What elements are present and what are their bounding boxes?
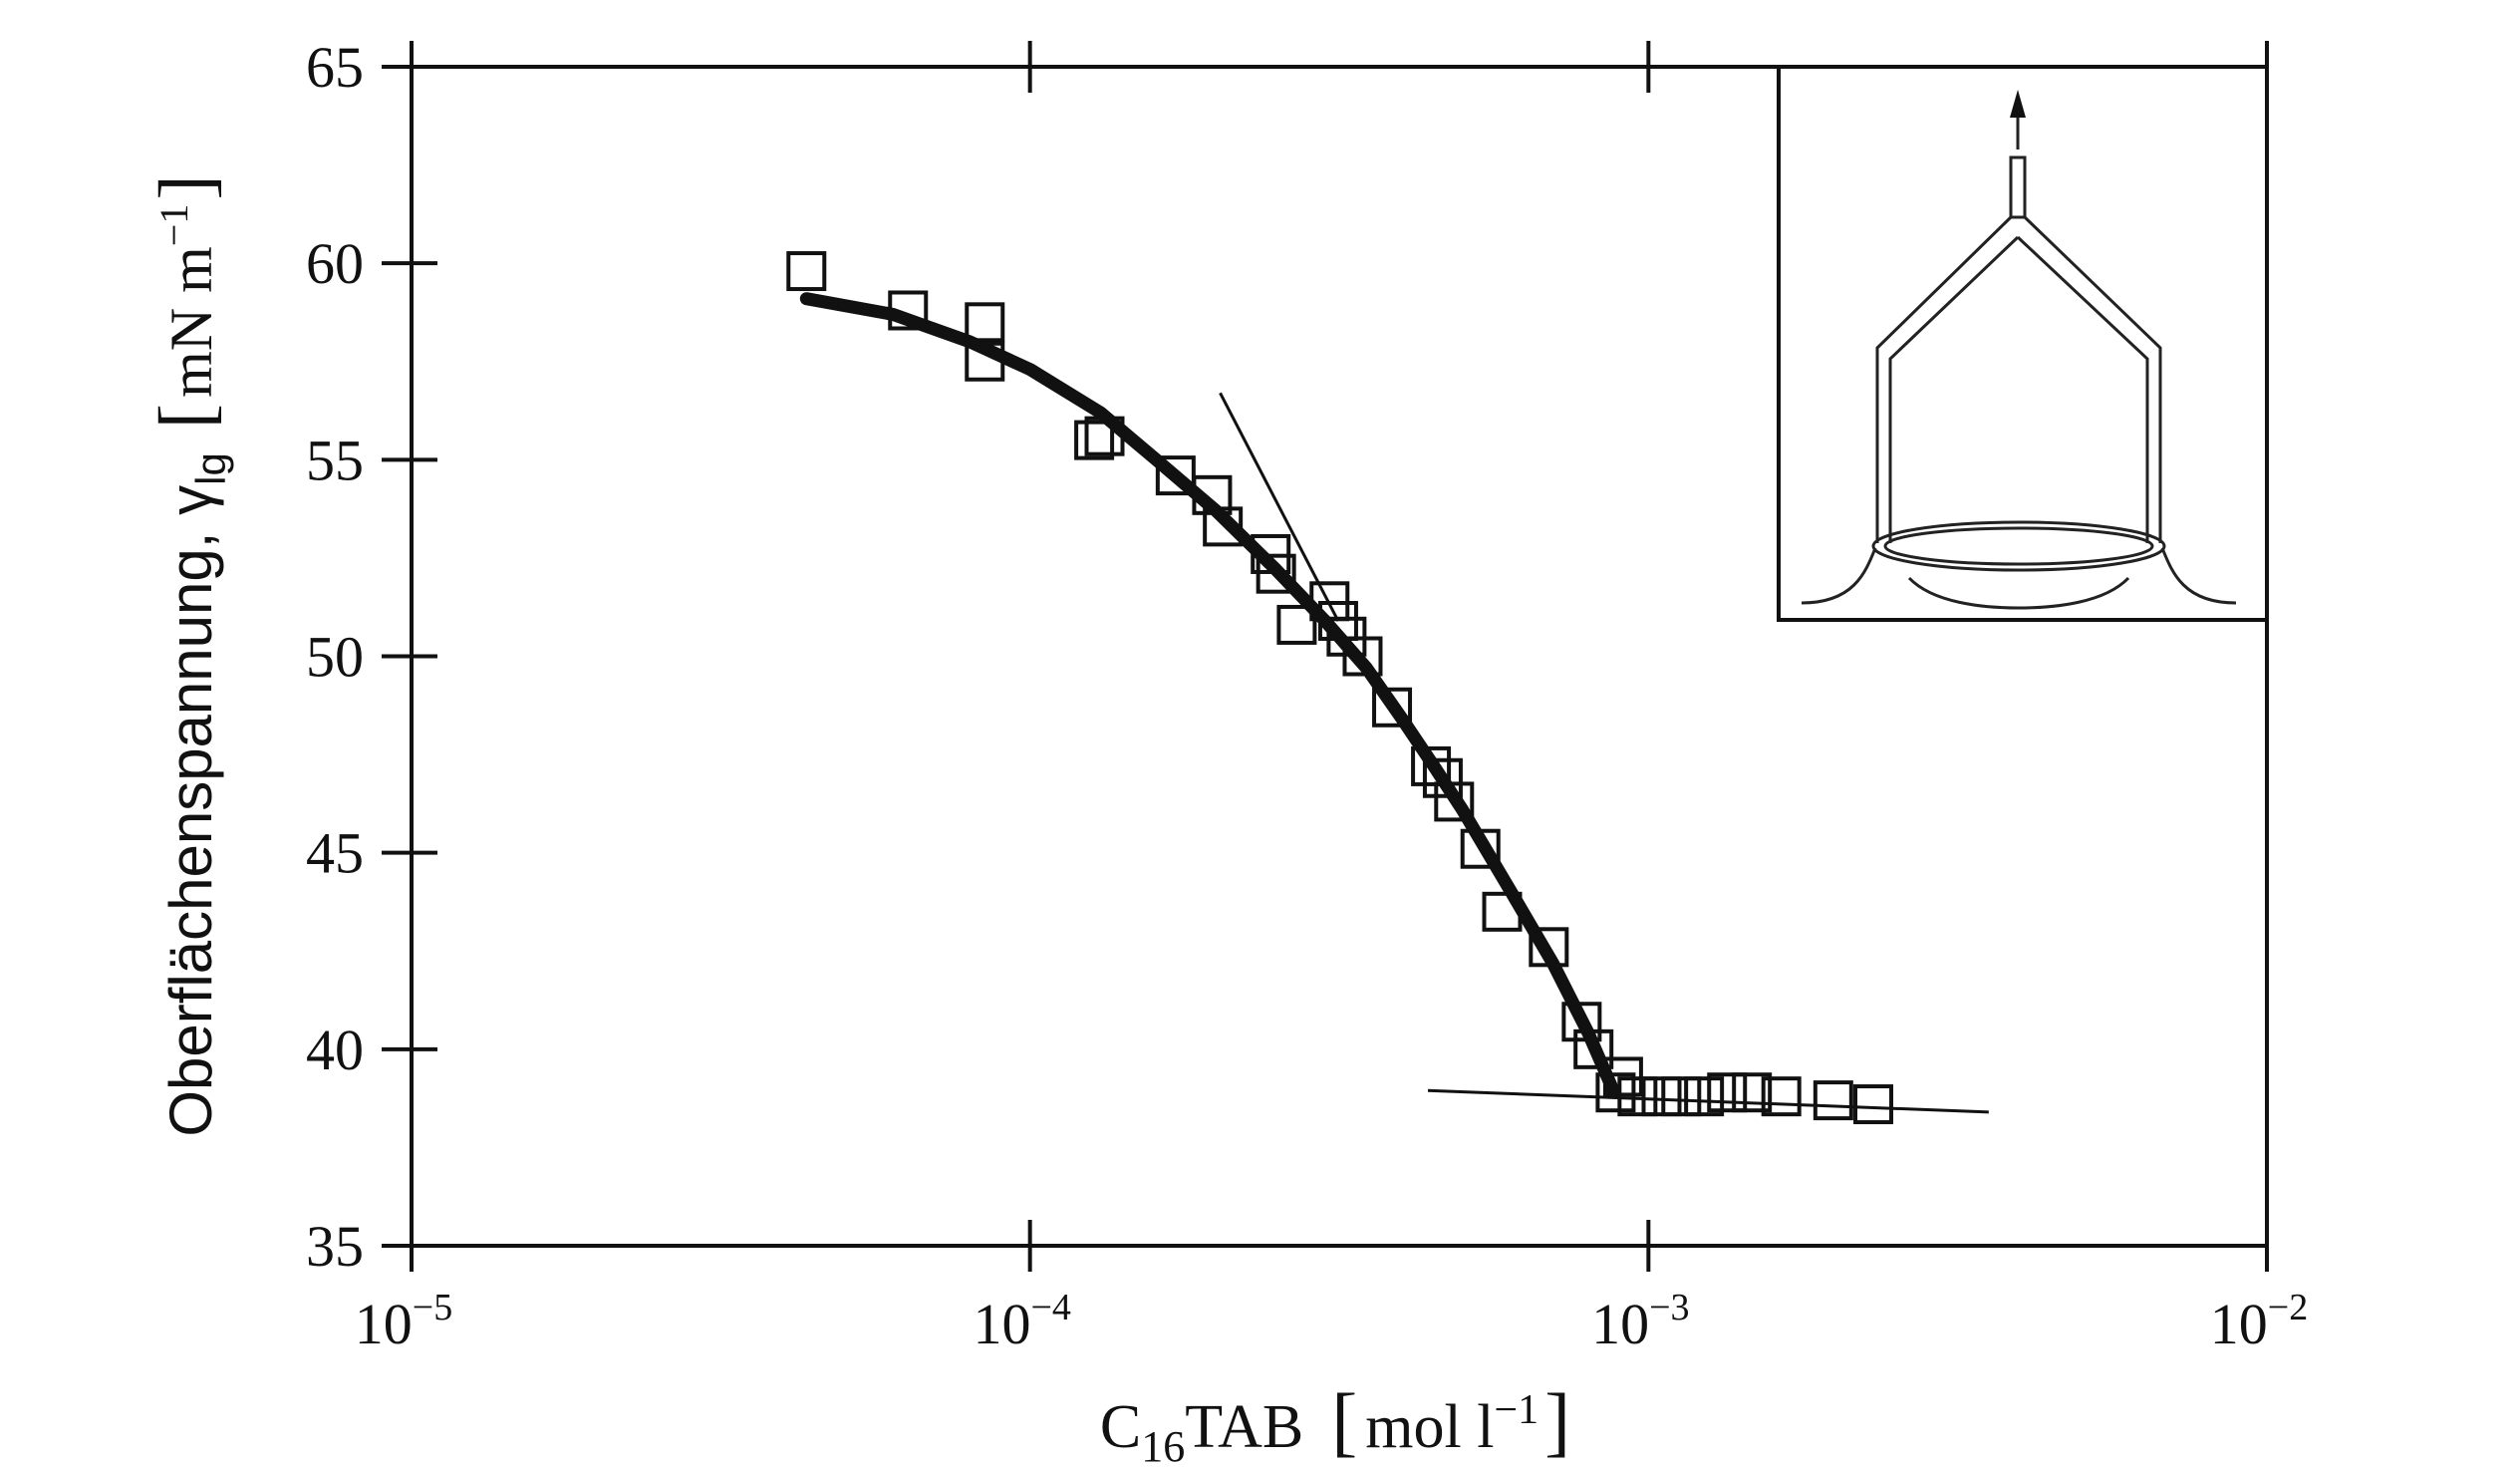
wire-frame-inner — [1888, 235, 2149, 543]
liquid-meniscus — [1801, 547, 2237, 610]
pull-arrow-head-icon — [2010, 90, 2026, 118]
x-tick-label: 10−3 — [1591, 1287, 1689, 1356]
data-point — [1317, 601, 1358, 642]
data-point — [1595, 1072, 1636, 1113]
data-point — [1342, 636, 1383, 677]
data-point — [1256, 553, 1296, 594]
data-point — [1422, 757, 1463, 798]
ring-inner — [1883, 526, 2154, 566]
data-point — [1561, 1002, 1602, 1042]
y-axis-unit-close: ] — [144, 174, 228, 199]
data-point — [1853, 1084, 1894, 1125]
x-axis-title-main2: TAB — [1185, 1393, 1303, 1461]
x-tick-label-base: 10 — [973, 1292, 1030, 1356]
y-axis-title: Oberflächenspannung, γlg [ mN m−1] — [144, 174, 234, 1136]
data-point — [1732, 1072, 1773, 1113]
x-axis-title: C16TAB [mol l−1] — [1100, 1377, 1570, 1467]
ring — [1871, 520, 2166, 572]
data-point — [1460, 828, 1501, 869]
x-axis-title-sub: 16 — [1141, 1422, 1185, 1467]
y-axis-unit-open: [ — [144, 404, 228, 429]
x-tick-label: 10−5 — [355, 1287, 452, 1356]
data-point — [965, 302, 1005, 343]
inset-frame — [1777, 65, 2269, 622]
y-axis-title-main: Oberflächenspannung, γ — [157, 485, 224, 1137]
y-tick-label: 45 — [306, 821, 364, 886]
x-tick-label-exp: −4 — [1030, 1287, 1070, 1328]
data-point — [1529, 927, 1569, 968]
data-point — [1684, 1076, 1725, 1117]
data-markers — [786, 251, 1894, 1125]
data-point — [1084, 416, 1125, 456]
data-point — [1372, 687, 1413, 728]
data-point — [1411, 745, 1452, 786]
x-axis-tick-labels: 10−5 10−4 10−3 10−2 — [355, 1287, 2308, 1356]
y-tick-label: 60 — [306, 231, 364, 296]
x-tick-label: 10−4 — [973, 1287, 1070, 1356]
y-tick-label: 40 — [306, 1018, 364, 1082]
y-axis-ticks — [382, 65, 437, 1248]
data-point — [1813, 1080, 1853, 1121]
y-axis-unit: mN m — [158, 246, 224, 398]
data-point — [1434, 781, 1475, 822]
x-tick-label-exp: −5 — [413, 1287, 452, 1328]
data-point — [1661, 1076, 1702, 1117]
x-tick-label-base: 10 — [355, 1292, 413, 1356]
x-axis-unit-exp: −1 — [1494, 1387, 1539, 1433]
hook-stem — [2009, 155, 2027, 219]
y-tick-label: 65 — [306, 35, 364, 100]
y-tick-label: 55 — [306, 428, 364, 492]
data-point — [1192, 474, 1233, 515]
data-point — [1203, 506, 1244, 547]
x-tick-label: 10−2 — [2210, 1287, 2308, 1356]
x-axis-title-main: C — [1100, 1393, 1141, 1461]
data-point — [1761, 1076, 1802, 1117]
data-point — [1482, 891, 1523, 932]
x-tick-label-base: 10 — [1591, 1292, 1649, 1356]
inset-ring-tensiometer — [1777, 65, 2269, 622]
x-tick-label-exp: −3 — [1649, 1287, 1689, 1328]
y-axis-unit-exp: −1 — [151, 204, 196, 247]
fit-curve — [799, 292, 1621, 1099]
data-point — [1573, 1028, 1614, 1069]
x-axis-unit-open: [ — [1331, 1377, 1357, 1464]
data-point — [1074, 420, 1115, 460]
data-point — [1707, 1072, 1748, 1113]
data-point — [965, 341, 1005, 382]
x-tick-label-exp: −2 — [2268, 1287, 2308, 1328]
data-point — [1276, 604, 1317, 645]
x-axis-unit-close: ] — [1544, 1377, 1570, 1464]
x-axis-unit: mol l — [1365, 1393, 1494, 1461]
data-point — [786, 251, 827, 292]
y-axis-tick-labels: 35 40 45 50 55 60 65 — [306, 35, 364, 1279]
y-tick-label: 35 — [306, 1214, 364, 1279]
data-point — [1617, 1076, 1658, 1117]
y-tick-label: 50 — [306, 625, 364, 690]
x-tick-label-base: 10 — [2210, 1292, 2268, 1356]
data-point — [888, 290, 929, 331]
y-axis-title-sub: lg — [187, 452, 234, 485]
wire-frame-outer — [1875, 215, 2162, 543]
